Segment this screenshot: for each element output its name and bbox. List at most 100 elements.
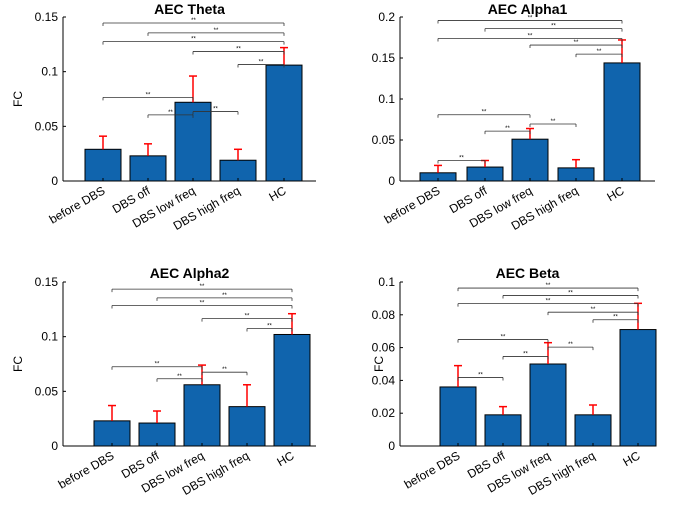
significance-label: ** — [501, 335, 506, 341]
x-tick-label: HC — [274, 448, 296, 469]
bar-before-dbs — [439, 386, 477, 447]
significance-bracket: ** — [156, 374, 203, 382]
x-tick-label: before DBS — [47, 183, 108, 226]
significance-bracket: ** — [437, 110, 531, 118]
y-tick-label: 0.15 — [35, 10, 59, 24]
significance-bracket: ** — [575, 49, 623, 58]
y-tick-label: 0 — [388, 439, 395, 453]
significance-label: ** — [222, 367, 227, 373]
significance-label: ** — [222, 293, 227, 299]
significance-bracket: ** — [147, 28, 285, 36]
significance-bracket: ** — [437, 156, 486, 164]
significance-label: ** — [236, 46, 241, 52]
y-tick-label: 0.1 — [41, 65, 58, 79]
bar-dbs-off — [138, 422, 176, 447]
significance-bracket: ** — [437, 15, 623, 24]
significance-bracket: ** — [102, 18, 285, 27]
significance-label: ** — [191, 37, 196, 43]
significance-label: ** — [168, 110, 173, 116]
chart-title: AEC Alpha2 — [150, 265, 230, 281]
significance-label: ** — [155, 362, 160, 368]
x-tick-label: before DBS — [56, 448, 117, 491]
y-tick-label: 0.1 — [378, 275, 395, 289]
significance-label: ** — [546, 299, 551, 305]
bar-before-dbs — [84, 148, 122, 182]
significance-label: ** — [568, 290, 573, 296]
significance-label: ** — [568, 342, 573, 348]
significance-bracket: ** — [192, 107, 239, 115]
significance-label: ** — [551, 119, 556, 125]
chart-panel-4: AEC Beta FC 0 0.02 0.04 0.06 0.08 0.1 before DBS… — [372, 265, 657, 498]
x-tick-label: before DBS — [402, 448, 463, 491]
y-tick-label: 0.2 — [378, 10, 395, 24]
bar-hc — [619, 329, 657, 447]
significance-bracket: ** — [484, 24, 623, 32]
significance-label: ** — [213, 107, 218, 113]
x-tick-label: HC — [266, 183, 288, 204]
significance-bracket: ** — [201, 367, 248, 376]
y-axis-label: FC — [372, 356, 386, 372]
significance-label: ** — [505, 126, 510, 132]
y-tick-label: 0.04 — [372, 373, 396, 387]
bar-hc — [603, 62, 641, 182]
y-tick-label: 0 — [51, 439, 58, 453]
significance-bracket: ** — [457, 299, 639, 307]
significance-bracket: ** — [437, 33, 623, 42]
significance-bracket: ** — [547, 342, 594, 351]
bar-dbs-low-freq — [529, 363, 567, 447]
significance-label: ** — [478, 372, 483, 378]
chart-title: AEC Beta — [496, 265, 560, 281]
significance-label: ** — [597, 49, 602, 55]
y-axis-label: FC — [11, 91, 25, 107]
x-tick-label: HC — [604, 183, 626, 204]
x-tick-label: HC — [620, 448, 642, 469]
significance-bracket: ** — [592, 315, 639, 323]
bar-dbs-off — [484, 414, 522, 447]
significance-label: ** — [528, 33, 533, 39]
y-tick-label: 0.05 — [372, 133, 396, 147]
significance-bracket: ** — [111, 284, 293, 293]
significance-label: ** — [551, 24, 556, 30]
bar-dbs-high-freq — [228, 406, 266, 447]
y-tick-label: 0.05 — [35, 119, 59, 133]
bar-dbs-low-freq — [511, 138, 549, 182]
bar-hc — [273, 333, 311, 447]
significance-label: ** — [214, 28, 219, 34]
y-tick-label: 0.1 — [41, 330, 58, 344]
significance-bracket: ** — [547, 307, 639, 316]
significance-bracket: ** — [457, 283, 639, 292]
y-tick-label: 0.15 — [35, 275, 59, 289]
significance-label: ** — [546, 283, 551, 289]
significance-bracket: ** — [457, 372, 504, 381]
significance-label: ** — [200, 284, 205, 290]
significance-bracket: ** — [102, 92, 194, 101]
significance-bracket: ** — [246, 323, 293, 332]
significance-label: ** — [177, 374, 182, 380]
y-tick-label: 0.06 — [372, 341, 396, 355]
significance-label: ** — [245, 314, 250, 320]
significance-bracket: ** — [111, 301, 293, 309]
y-tick-label: 0.08 — [372, 308, 396, 322]
bar-before-dbs — [93, 420, 131, 447]
significance-label: ** — [267, 323, 272, 329]
significance-bracket: ** — [529, 119, 577, 128]
bar-dbs-off — [129, 155, 167, 182]
significance-label: ** — [200, 301, 205, 307]
y-axis-label: FC — [11, 356, 25, 372]
significance-bracket: ** — [502, 290, 639, 299]
significance-bracket: ** — [111, 362, 203, 370]
significance-label: ** — [528, 15, 533, 21]
significance-bracket: ** — [192, 46, 285, 55]
significance-label: ** — [574, 40, 579, 46]
y-tick-label: 0 — [51, 174, 58, 188]
significance-label: ** — [146, 92, 151, 98]
significance-bracket: ** — [529, 40, 623, 49]
chart-title: AEC Theta — [154, 1, 225, 17]
significance-label: ** — [613, 315, 618, 321]
y-tick-label: 0 — [388, 174, 395, 188]
significance-bracket: ** — [502, 351, 549, 360]
bar-dbs-high-freq — [574, 414, 612, 447]
